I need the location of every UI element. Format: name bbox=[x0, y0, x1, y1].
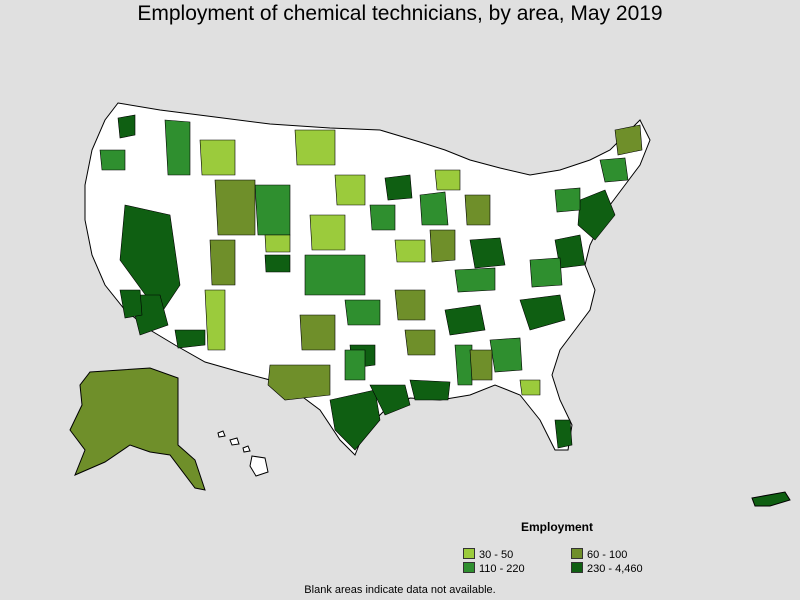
legend-swatch bbox=[463, 548, 475, 559]
alaska-outline bbox=[69, 367, 206, 491]
area-iowa-south bbox=[394, 239, 426, 263]
area-mississippi bbox=[454, 344, 473, 386]
area-minnesota bbox=[384, 174, 413, 201]
footnote: Blank areas indicate data not available. bbox=[304, 584, 496, 596]
area-central-texas bbox=[344, 349, 366, 381]
area-wyoming-south bbox=[264, 234, 291, 253]
area-oregon bbox=[99, 149, 126, 171]
area-missouri bbox=[394, 289, 426, 321]
hawaii-islands bbox=[217, 430, 269, 477]
area-new-mexico bbox=[204, 289, 226, 351]
area-phoenix bbox=[174, 329, 206, 349]
legend-label: 230 - 4,460 bbox=[587, 563, 643, 575]
area-arkansas bbox=[404, 329, 436, 356]
legend-item: 30 - 50 bbox=[463, 548, 513, 561]
area-new-york bbox=[554, 187, 581, 213]
puerto-rico-outline bbox=[751, 491, 791, 507]
legend-label: 110 - 220 bbox=[479, 563, 525, 575]
area-regions bbox=[99, 114, 643, 451]
area-michigan bbox=[464, 194, 491, 226]
area-tennessee bbox=[444, 304, 486, 336]
area-houston bbox=[369, 384, 411, 416]
legend-swatch bbox=[571, 548, 583, 559]
area-north-dakota bbox=[294, 129, 336, 166]
area-florida bbox=[554, 419, 573, 449]
area-south-dakota bbox=[334, 174, 366, 206]
area-georgia bbox=[489, 337, 523, 373]
area-kentucky bbox=[454, 267, 496, 293]
area-virginia bbox=[529, 257, 563, 288]
area-illinois bbox=[429, 229, 456, 263]
area-indiana bbox=[434, 169, 461, 191]
area-florida-north bbox=[519, 379, 541, 396]
area-ohio-valley bbox=[469, 237, 506, 269]
legend-title: Employment bbox=[521, 520, 594, 534]
legend-item: 60 - 100 bbox=[571, 548, 627, 561]
legend-label: 30 - 50 bbox=[479, 549, 514, 561]
area-montana bbox=[199, 139, 236, 176]
area-west-texas bbox=[267, 364, 331, 401]
area-north-texas bbox=[299, 314, 336, 351]
area-idaho bbox=[164, 119, 191, 176]
area-nevada bbox=[119, 204, 181, 316]
legend-swatch bbox=[571, 562, 583, 573]
area-southern-california bbox=[119, 289, 143, 319]
legend-swatch bbox=[463, 562, 475, 573]
area-alabama bbox=[469, 349, 493, 381]
map-title: Employment of chemical technicians, by a… bbox=[137, 2, 663, 25]
area-new-england bbox=[599, 157, 629, 183]
area-maine bbox=[614, 124, 643, 156]
area-northeast-corridor bbox=[577, 189, 616, 241]
area-iowa bbox=[369, 204, 396, 231]
area-nebraska bbox=[309, 214, 346, 251]
area-wyoming-west bbox=[214, 179, 256, 236]
area-texas-coast bbox=[329, 389, 381, 451]
legend-label: 60 - 100 bbox=[587, 549, 628, 561]
area-kansas bbox=[304, 254, 366, 296]
area-louisiana bbox=[409, 379, 451, 401]
legend-item: 110 - 220 bbox=[463, 562, 525, 575]
area-washington bbox=[117, 114, 136, 139]
area-wyoming-east bbox=[254, 184, 291, 236]
area-carolinas bbox=[519, 294, 566, 331]
legend-item: 230 - 4,460 bbox=[571, 562, 643, 575]
area-wisconsin bbox=[419, 191, 449, 226]
area-oklahoma bbox=[344, 299, 381, 326]
area-colorado bbox=[264, 254, 291, 273]
area-utah bbox=[209, 239, 236, 286]
